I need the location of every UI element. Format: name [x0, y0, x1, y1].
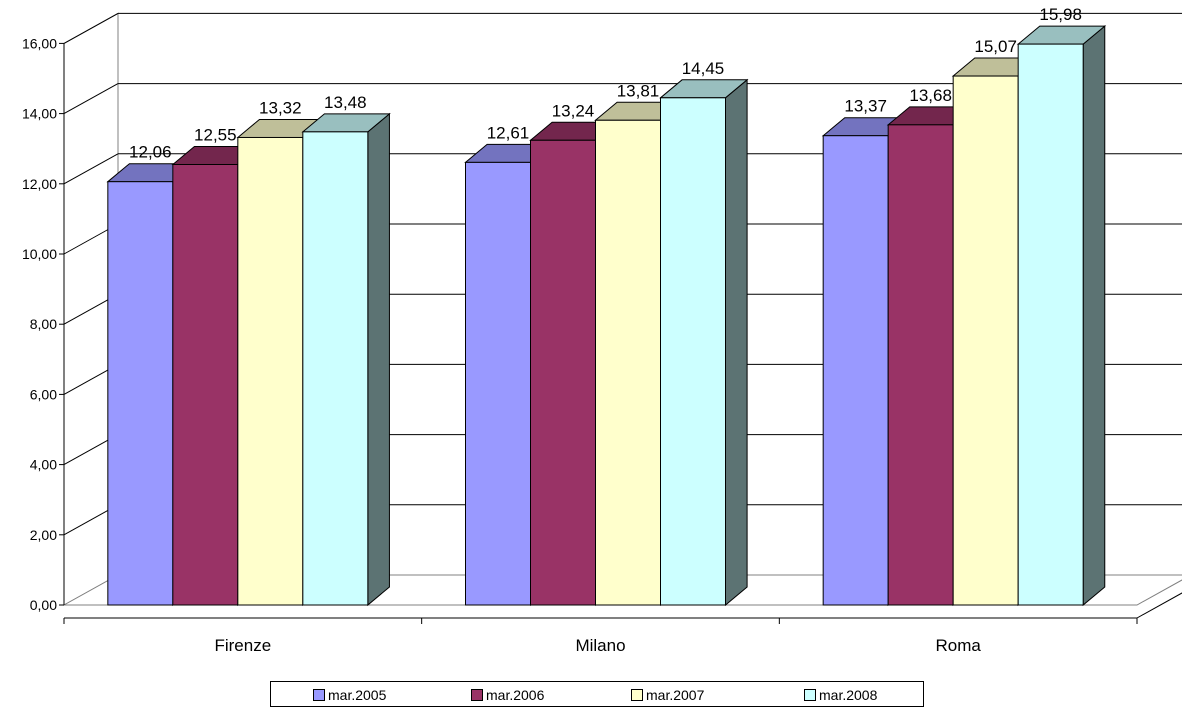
data-labels: 12,06 12,55 13,32 13,48 12,61 13,24 13,81 14,45…: [129, 5, 1082, 162]
gridline-side: [63, 12, 119, 44]
y-tick-label: 6,00: [30, 386, 57, 402]
gridline-side: [63, 153, 119, 185]
data-label: 15,07: [974, 37, 1017, 56]
data-label: 13,81: [617, 81, 660, 100]
bar-milano-mar-2008: [659, 78, 749, 607]
data-label: 13,68: [909, 86, 952, 105]
data-label: 15,98: [1039, 5, 1082, 24]
y-tick-label: 10,00: [22, 246, 57, 262]
legend-label: mar.2005: [328, 687, 387, 703]
x-category-label: Milano: [575, 636, 625, 655]
gridline-side: [63, 83, 119, 115]
data-label: 13,32: [259, 98, 302, 117]
legend-item: mar.2005: [313, 687, 386, 703]
data-label: 13,48: [324, 93, 367, 112]
data-label: 12,06: [129, 143, 172, 162]
y-tick-label: 16,00: [22, 35, 57, 51]
y-tick-label: 2,00: [30, 527, 57, 543]
legend-swatch: [631, 689, 643, 701]
bar-roma-mar-2008: [1016, 25, 1107, 607]
data-label: 14,45: [682, 59, 725, 78]
y-tick-label: 0,00: [30, 597, 57, 613]
y-tick-label: 14,00: [22, 106, 57, 122]
legend-label: mar.2008: [819, 687, 878, 703]
legend-label: mar.2006: [486, 687, 545, 703]
legend-item: mar.2007: [631, 687, 704, 703]
bars: [106, 25, 1107, 607]
bar-firenze-mar-2008: [301, 112, 391, 607]
legend: mar.2005 mar.2006 mar.2007 mar.2008: [270, 681, 924, 707]
legend-swatch: [804, 689, 816, 701]
x-category-label: Roma: [935, 636, 981, 655]
y-tick-label: 12,00: [22, 176, 57, 192]
data-label: 13,37: [844, 97, 887, 116]
y-tick-label: 4,00: [30, 457, 57, 473]
legend-item: mar.2006: [471, 687, 544, 703]
data-label: 13,24: [552, 101, 595, 120]
data-label: 12,61: [487, 123, 530, 142]
legend-label: mar.2007: [646, 687, 705, 703]
legend-swatch: [313, 689, 325, 701]
x-category-label: Firenze: [214, 636, 271, 655]
y-tick-label: 8,00: [30, 316, 57, 332]
legend-item: mar.2008: [804, 687, 877, 703]
legend-swatch: [471, 689, 483, 701]
data-label: 12,55: [194, 125, 237, 144]
x-axis-depth: [1136, 592, 1182, 619]
